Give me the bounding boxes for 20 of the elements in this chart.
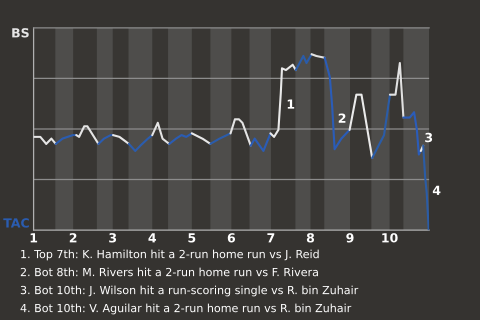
text: 3. Bot 10th: J. Wilson hit a run-scoring single vs R. bin Zuhair: [20, 286, 358, 296]
x-tick-label: 7: [267, 233, 274, 242]
x-tick-label: 1: [30, 233, 38, 242]
text: 1. Top 7th: K. Hamilton hit a 2-run home run vs J. Reid: [21, 250, 319, 260]
text: 4. Bot 10th: V. Aguilar hit a 2-run home run vs R. bin Zuhair: [20, 304, 352, 314]
annotation: 3: [425, 132, 432, 142]
x-tick-label: 8: [306, 233, 314, 243]
text: 2. Bot 8th: M. Rivers hit a 2-run home run vs F. Rivera: [20, 268, 318, 276]
x-tick-label: 10: [382, 233, 398, 243]
x-tick-label: 6: [228, 233, 236, 243]
x-tick-label: 2: [70, 233, 76, 242]
annotation: 1: [288, 100, 294, 109]
text: TAC: [3, 218, 29, 228]
x-tick-label: 3: [109, 233, 116, 243]
x-tick-label: 5: [188, 233, 196, 243]
annotation: 2: [338, 113, 346, 123]
annotation: 4: [432, 186, 440, 195]
text: BS: [12, 28, 29, 38]
x-tick-label: 9: [346, 233, 354, 243]
x-tick-label: 4: [148, 233, 156, 242]
